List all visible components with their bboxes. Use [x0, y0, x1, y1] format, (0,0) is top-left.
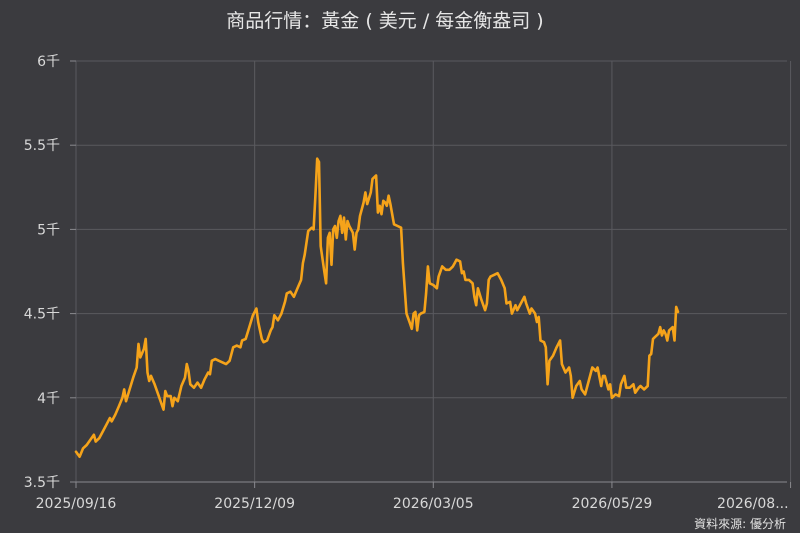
source-credit: 資料來源: 優分析: [694, 517, 786, 531]
y-tick-label: 3.5千: [24, 475, 60, 491]
gold-price-line: [74, 157, 680, 458]
y-tick-label: 5千: [37, 222, 60, 238]
y-tick-label: 4千: [37, 391, 60, 407]
x-axis-ticks: 2025/09/16 2025/12/09 2026/03/05 2026/05/29…: [36, 496, 789, 512]
y-tick-label: 4.5千: [24, 307, 60, 323]
grid-layer: [75, 60, 792, 483]
x-tick-label: 2025/12/09: [214, 496, 295, 512]
axis-layer: [70, 60, 792, 488]
x-tick-label: 2026/05/29: [572, 496, 653, 512]
y-axis-ticks: 3.5千 4千 4.5千 5千 5.5千 6千: [24, 54, 60, 491]
y-tick-label: 5.5千: [24, 138, 60, 154]
x-tick-label: 2025/09/16: [36, 496, 117, 512]
series-layer: [74, 157, 680, 458]
chart-title: 商品行情：黃金 ( 美元 / 每金衡盎司 ): [226, 10, 543, 32]
x-tick-label: 2026/08...: [717, 496, 789, 512]
x-tick-label: 2026/03/05: [393, 496, 474, 512]
y-tick-label: 6千: [37, 54, 60, 70]
